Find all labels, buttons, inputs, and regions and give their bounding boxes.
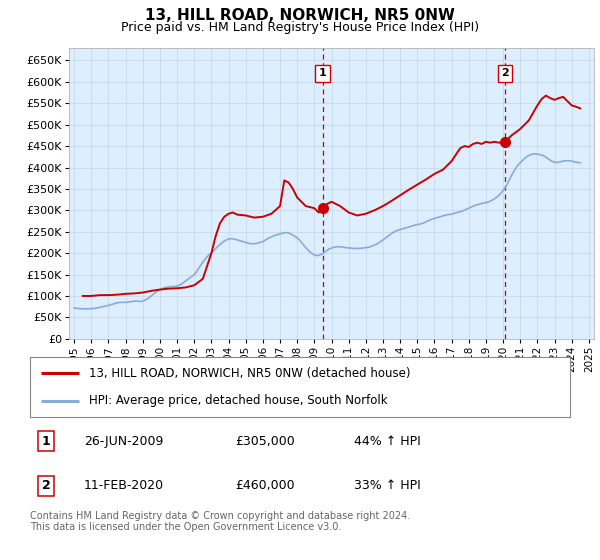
Text: 1: 1 [42, 435, 50, 448]
Text: 13, HILL ROAD, NORWICH, NR5 0NW (detached house): 13, HILL ROAD, NORWICH, NR5 0NW (detache… [89, 367, 411, 380]
Text: HPI: Average price, detached house, South Norfolk: HPI: Average price, detached house, Sout… [89, 394, 388, 407]
Text: 44% ↑ HPI: 44% ↑ HPI [354, 435, 421, 448]
Text: 2: 2 [42, 479, 50, 492]
Text: 13, HILL ROAD, NORWICH, NR5 0NW: 13, HILL ROAD, NORWICH, NR5 0NW [145, 8, 455, 24]
Text: Contains HM Land Registry data © Crown copyright and database right 2024.
This d: Contains HM Land Registry data © Crown c… [30, 511, 410, 533]
Text: £305,000: £305,000 [235, 435, 295, 448]
Text: £460,000: £460,000 [235, 479, 295, 492]
Text: 2: 2 [501, 68, 509, 78]
Text: 11-FEB-2020: 11-FEB-2020 [84, 479, 164, 492]
Text: 26-JUN-2009: 26-JUN-2009 [84, 435, 163, 448]
Text: 1: 1 [319, 68, 326, 78]
Text: 33% ↑ HPI: 33% ↑ HPI [354, 479, 421, 492]
Text: Price paid vs. HM Land Registry's House Price Index (HPI): Price paid vs. HM Land Registry's House … [121, 21, 479, 34]
